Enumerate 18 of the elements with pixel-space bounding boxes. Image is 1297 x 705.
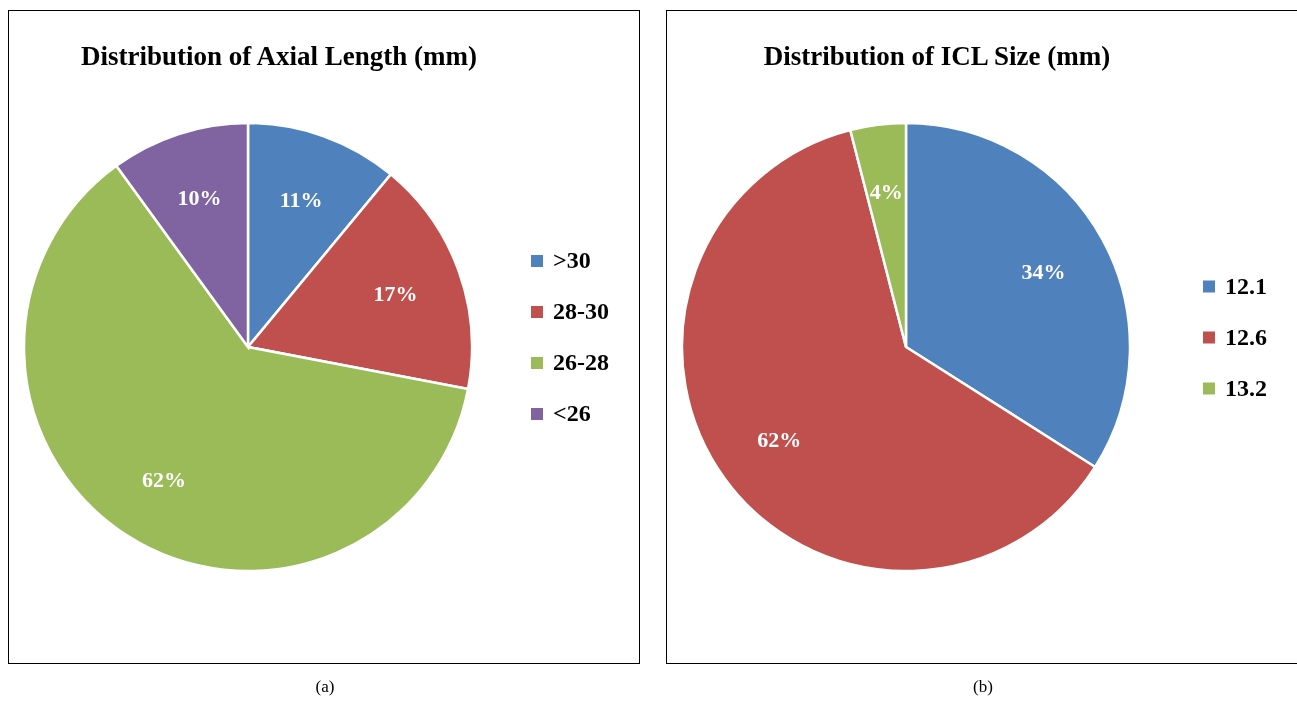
- data-label: 11%: [279, 186, 323, 212]
- legend-label: 13.2: [1225, 374, 1267, 402]
- legend-label: <26: [553, 400, 591, 427]
- legend-label: >30: [553, 247, 591, 274]
- chart-title: Distribution of Axial Length (mm): [80, 41, 478, 72]
- data-label: 10%: [177, 185, 222, 211]
- text: (b): [972, 677, 994, 697]
- chart-title: Distribution of ICL Size (mm): [762, 41, 1112, 72]
- data-label: 62%: [141, 466, 186, 492]
- data-label: 62%: [757, 426, 802, 452]
- data-label: 17%: [373, 281, 418, 307]
- legend-label: 26-28: [553, 349, 609, 376]
- legend-label: 12.6: [1225, 323, 1267, 351]
- legend-label: 28-30: [553, 298, 609, 325]
- legend-label: 12.1: [1225, 272, 1267, 300]
- data-label: 4%: [869, 178, 903, 204]
- text: (a): [314, 677, 336, 697]
- data-label: 34%: [1021, 258, 1066, 284]
